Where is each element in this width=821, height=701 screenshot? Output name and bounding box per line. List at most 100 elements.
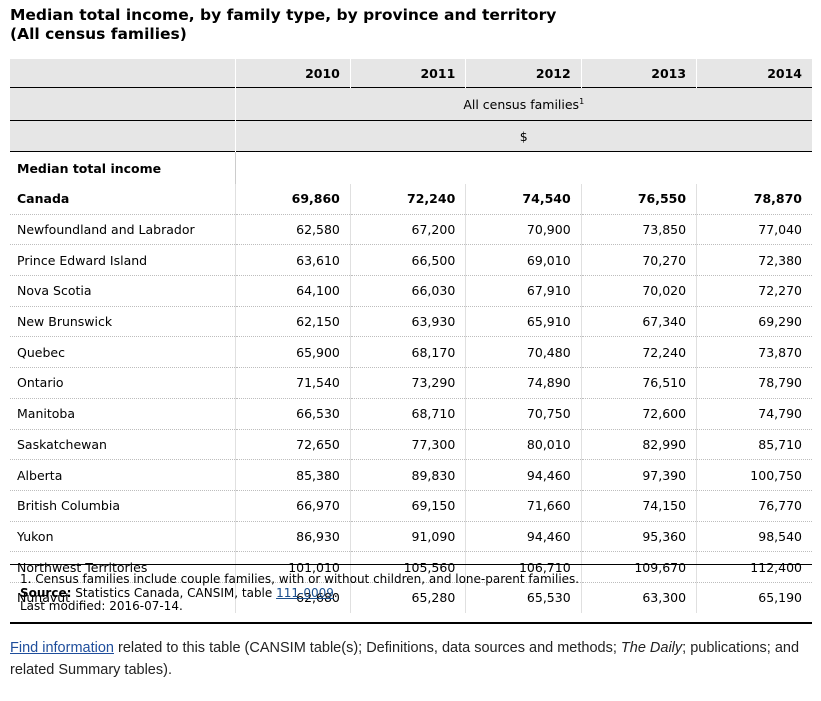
- year-header: 2011: [350, 59, 467, 88]
- title-line-1: Median total income, by family type, by …: [10, 6, 557, 24]
- table-cell: 62,150: [234, 306, 351, 338]
- table-cell: 82,990: [580, 429, 697, 461]
- table-row: Quebec 65,900 68,170 70,480 72,240 73,870: [10, 336, 812, 369]
- row-label: Canada: [10, 184, 235, 215]
- table-row: Manitoba 66,530 68,710 70,750 72,600 74,790: [10, 398, 812, 430]
- table-cell: 70,750: [465, 398, 582, 430]
- row-label: Northwest Territories: [10, 551, 235, 583]
- source-end: .: [333, 585, 338, 600]
- table-cell: 67,340: [580, 306, 697, 338]
- table-cell: 69,860: [234, 184, 351, 215]
- row-label: Quebec: [10, 336, 235, 369]
- table-cell: 91,090: [349, 521, 466, 553]
- year-header: 2013: [581, 59, 698, 88]
- table-cell: 66,530: [234, 398, 351, 430]
- section-row: Median total income: [10, 151, 812, 184]
- table-cell: 66,500: [349, 244, 466, 277]
- row-label: Saskatchewan: [10, 429, 235, 461]
- footnote: 1. Census families include couple famili…: [20, 572, 580, 586]
- table-cell: 74,890: [465, 367, 582, 399]
- table-cell: 62,680: [234, 582, 351, 613]
- table-cell: 73,870: [696, 336, 812, 369]
- table-cell: 106,710: [465, 551, 582, 583]
- find-info-text-2: ; publications; and related Summary tabl…: [10, 640, 800, 678]
- table-cell: 69,150: [349, 490, 466, 522]
- table-cell: 70,480: [465, 336, 582, 369]
- year-header-row: 2010 2011 2012 2013 2014: [10, 59, 812, 88]
- table-cell: 100,750: [696, 459, 812, 491]
- table-row: British Columbia 66,970 69,150 71,660 74,150…: [10, 490, 812, 522]
- header-stub: [10, 59, 236, 88]
- table-cell: 65,190: [696, 582, 812, 613]
- table-cell: 72,240: [580, 336, 697, 369]
- table-cell: 72,240: [349, 184, 466, 215]
- table-cell: 72,380: [696, 244, 812, 277]
- unit-header-row: $: [10, 120, 812, 152]
- table-cell: 69,010: [465, 244, 582, 277]
- table-cell: 85,710: [696, 429, 812, 461]
- table-cell: 63,300: [580, 582, 697, 613]
- table-row: Newfoundland and Labrador 62,580 67,200 70,…: [10, 214, 812, 246]
- row-label: Newfoundland and Labrador: [10, 214, 235, 246]
- find-info-text-1: related to this table (CANSIM table(s); …: [113, 640, 621, 656]
- year-header: 2014: [696, 59, 812, 88]
- table-row: Northwest Territories 101,010 105,560 106,7…: [10, 551, 812, 583]
- row-label: British Columbia: [10, 490, 235, 522]
- table-row: Yukon 86,930 91,090 94,460 95,360 98,540: [10, 521, 812, 553]
- table-cell: 67,200: [349, 214, 466, 246]
- table-cell: 78,790: [696, 367, 812, 399]
- table-cell: 66,030: [349, 275, 466, 307]
- family-type-header: All census families1: [235, 87, 812, 121]
- table-cell: 65,900: [234, 336, 351, 369]
- table-cell: 64,100: [234, 275, 351, 307]
- table-cell: 63,930: [349, 306, 466, 338]
- table-cell: 76,550: [580, 184, 697, 215]
- find-information-link[interactable]: Find information: [10, 640, 114, 656]
- table-row: Alberta 85,380 89,830 94,460 97,390 100,750: [10, 459, 812, 491]
- family-type-label: All census families: [463, 96, 580, 112]
- cansim-table-link[interactable]: 111-0009: [276, 585, 334, 600]
- table-cell: 73,290: [349, 367, 466, 399]
- row-label: Alberta: [10, 459, 235, 491]
- table-cell: 74,540: [465, 184, 582, 215]
- table-cell: 77,040: [696, 214, 812, 246]
- table-cell: 85,380: [234, 459, 351, 491]
- source-label: Source:: [20, 585, 72, 600]
- table-cell: 72,650: [234, 429, 351, 461]
- income-table: 2010 2011 2012 2013 2014 All census fami…: [10, 59, 812, 613]
- source-line: Source: Statistics Canada, CANSIM, table…: [20, 585, 812, 601]
- table-cell: 94,460: [465, 521, 582, 553]
- table-row: Ontario 71,540 73,290 74,890 76,510 78,790: [10, 367, 812, 399]
- table-cell: 94,460: [465, 459, 582, 491]
- table-cell: 67,910: [465, 275, 582, 307]
- table-cell: 78,870: [696, 184, 812, 215]
- table-cell: 66,970: [234, 490, 351, 522]
- find-information-paragraph: Find information related to this table (…: [10, 637, 815, 681]
- table-notes: 1. Census families include couple famili…: [10, 564, 812, 624]
- table-cell: 80,010: [465, 429, 582, 461]
- table-cell: 77,300: [349, 429, 466, 461]
- row-label: Prince Edward Island: [10, 244, 235, 277]
- header-stub: [10, 120, 236, 152]
- table-cell: 69,290: [696, 306, 812, 338]
- table-cell: 65,910: [465, 306, 582, 338]
- table-row: Nova Scotia 64,100 66,030 67,910 70,020 72,27…: [10, 275, 812, 307]
- row-label: Nunavut: [17, 590, 71, 606]
- header-stub: [10, 87, 236, 121]
- source-text: Statistics Canada, CANSIM, table: [71, 585, 277, 600]
- table-cell: 89,830: [349, 459, 466, 491]
- table-cell: 76,770: [696, 490, 812, 522]
- table-cell: 109,670: [580, 551, 697, 583]
- table-cell: 72,270: [696, 275, 812, 307]
- table-cell: 68,710: [349, 398, 466, 430]
- row-label: Ontario: [10, 367, 235, 399]
- table-cell: 97,390: [580, 459, 697, 491]
- table-row: Nunavut 62,680 65,280 65,530 63,300 65,190: [10, 582, 812, 613]
- table-cell: 72,600: [580, 398, 697, 430]
- table-cell: 70,900: [465, 214, 582, 246]
- table-row: Canada 69,860 72,240 74,540 76,550 78,870: [10, 184, 812, 215]
- table-cell: 71,660: [465, 490, 582, 522]
- year-header: 2012: [465, 59, 582, 88]
- table-row: Prince Edward Island 63,610 66,500 69,010 70…: [10, 244, 812, 277]
- row-label: Yukon: [10, 521, 235, 553]
